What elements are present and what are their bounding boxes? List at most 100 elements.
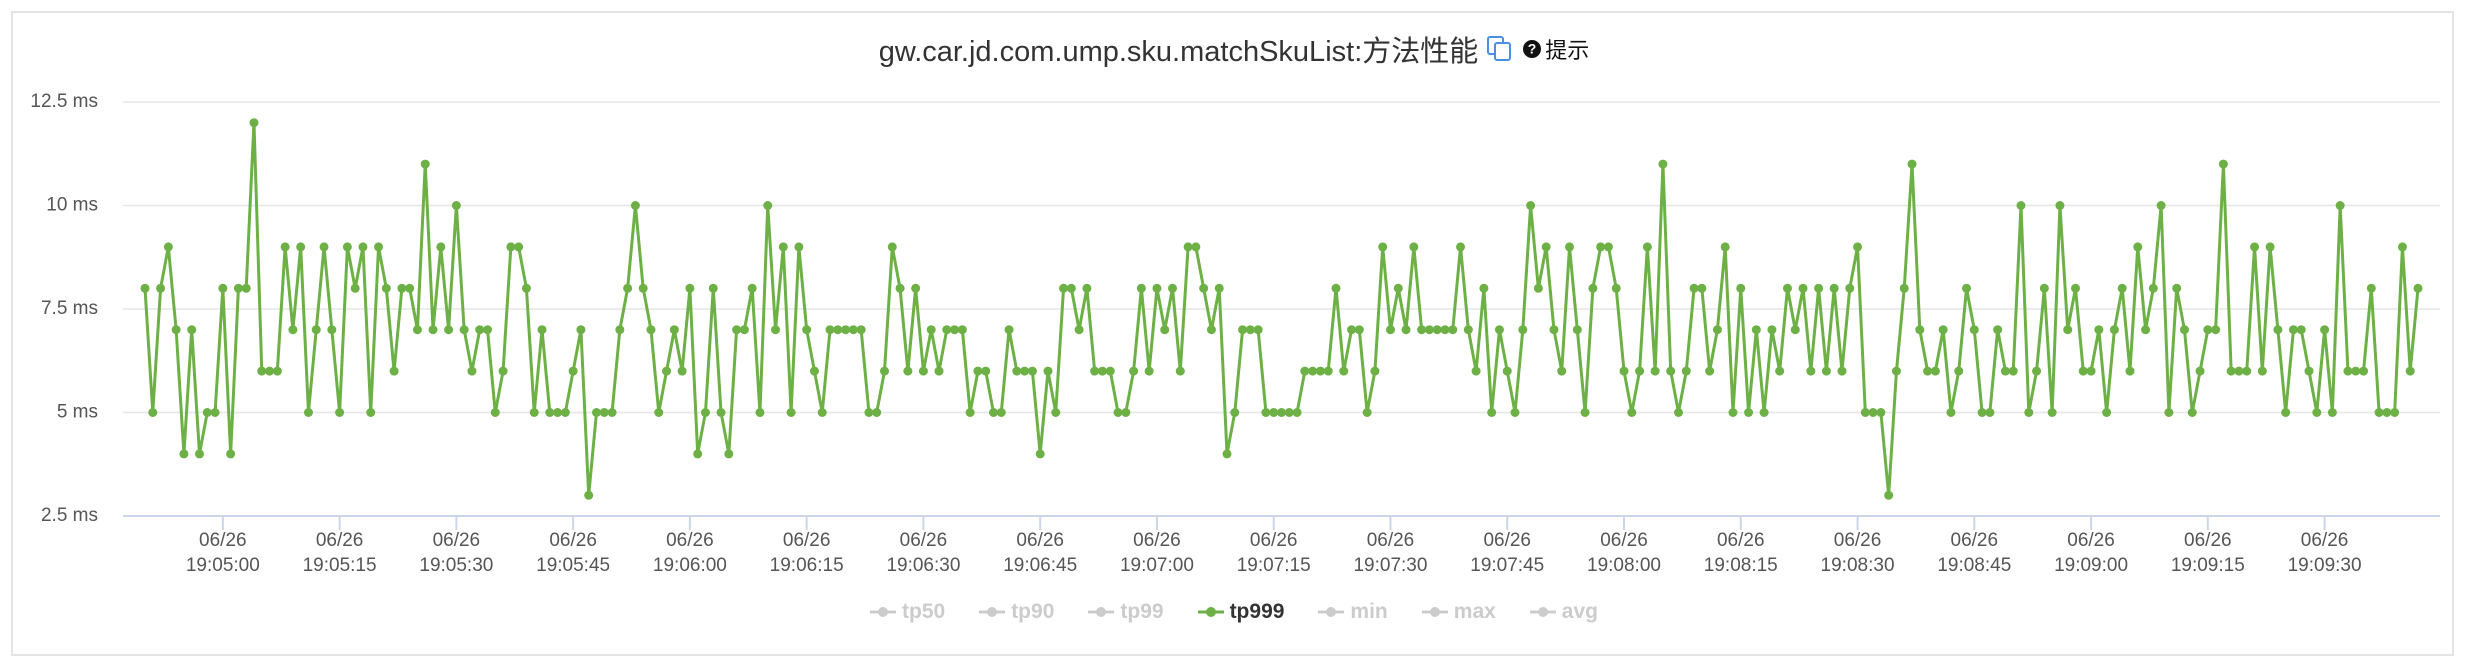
data-point [794, 242, 804, 252]
data-point [2281, 408, 2291, 417]
data-point [2211, 325, 2221, 335]
x-tick-label: 06/26 19:08:30 [1820, 530, 1895, 576]
data-point [1985, 408, 1995, 417]
data-point [1245, 325, 1255, 335]
legend-dot [1096, 607, 1107, 617]
data-point [1860, 408, 1870, 417]
data-point [2366, 283, 2376, 293]
legend-label: tp50 [902, 600, 946, 623]
hint[interactable]: ? 提示 [1522, 33, 1589, 65]
data-point [1417, 325, 1427, 335]
data-point [2304, 366, 2314, 376]
x-tick-label: 06/26 19:06:45 [1003, 530, 1078, 576]
data-point [1261, 408, 1271, 417]
data-point [1736, 283, 1746, 293]
x-tick-label: 06/26 19:06:15 [769, 530, 844, 576]
data-point [708, 283, 718, 293]
data-point [778, 242, 788, 252]
data-point [1385, 325, 1395, 335]
data-point [809, 366, 819, 376]
y-tick-label: 7.5 ms [41, 298, 98, 319]
data-point [1253, 325, 1263, 335]
data-point [1751, 325, 1761, 335]
data-point [2351, 366, 2361, 376]
data-point [599, 408, 609, 417]
data-point [607, 408, 617, 417]
data-point [2063, 325, 2073, 335]
data-point [942, 325, 952, 335]
data-point [2405, 366, 2415, 376]
data-point [1541, 242, 1551, 252]
data-point [1853, 242, 1863, 252]
data-point [2296, 325, 2306, 335]
data-point [1814, 283, 1824, 293]
data-point [2374, 408, 2384, 417]
data-point [319, 242, 329, 252]
data-point [521, 283, 531, 293]
legend-item[interactable]: tp50 [870, 600, 945, 624]
data-point [2070, 283, 2080, 293]
data-point [1876, 408, 1886, 417]
data-point [303, 408, 313, 417]
data-point [1798, 283, 1808, 293]
data-point [817, 408, 827, 417]
data-point [1012, 366, 1022, 376]
data-point [1043, 366, 1053, 376]
legend-item[interactable]: max [1421, 600, 1496, 624]
legend-symbol [1318, 607, 1345, 617]
data-point [2312, 408, 2322, 417]
data-point [1549, 325, 1559, 335]
data-point [1448, 325, 1458, 335]
data-point [1977, 408, 1987, 417]
legend-label: tp999 [1229, 600, 1285, 623]
legend-dot [987, 607, 998, 617]
data-point [638, 283, 648, 293]
data-point [1479, 283, 1489, 293]
y-tick-label: 12.5 ms [30, 91, 98, 112]
data-point [685, 283, 695, 293]
data-point [1845, 283, 1855, 293]
data-point [366, 408, 376, 417]
data-point [677, 366, 687, 376]
data-point [747, 283, 757, 293]
x-tick-label: 06/26 19:07:00 [1119, 530, 1194, 576]
data-point [1518, 325, 1528, 335]
data-point [156, 283, 166, 293]
x-tick-label: 06/26 19:05:30 [419, 530, 494, 576]
legend-symbol [1529, 607, 1556, 617]
data-point [716, 408, 726, 417]
data-point [436, 242, 446, 252]
data-point [2156, 201, 2166, 210]
legend-item[interactable]: avg [1529, 600, 1598, 624]
data-point [1175, 366, 1185, 376]
copy-icon[interactable] [1486, 35, 1514, 63]
legend-item[interactable]: tp90 [979, 600, 1054, 624]
data-point [1004, 325, 1014, 335]
data-point [2265, 242, 2275, 252]
legend-item[interactable]: tp99 [1088, 600, 1164, 624]
data-point [1269, 408, 1279, 417]
data-point [654, 408, 664, 417]
data-point [724, 449, 734, 459]
legend-item[interactable]: tp999 [1197, 600, 1285, 624]
data-point [311, 325, 321, 335]
y-tick-label: 10 ms [46, 195, 98, 216]
legend: tp50 tp90 tp99 tp999 min max avg [0, 600, 2468, 624]
data-point [1347, 325, 1357, 335]
data-point [700, 408, 710, 417]
data-point [194, 449, 204, 459]
legend-item[interactable]: min [1318, 600, 1388, 624]
data-point [1510, 408, 1520, 417]
data-point [412, 325, 422, 335]
x-tick-label: 06/26 19:07:45 [1470, 530, 1545, 576]
data-point [2032, 366, 2042, 376]
data-point [2218, 159, 2228, 169]
data-point [257, 366, 267, 376]
data-point [327, 325, 337, 335]
x-tick-label: 06/26 19:09:30 [2287, 530, 2362, 576]
data-point [1323, 366, 1333, 376]
data-point [1580, 408, 1590, 417]
data-point [1370, 366, 1380, 376]
data-point [2195, 366, 2205, 376]
